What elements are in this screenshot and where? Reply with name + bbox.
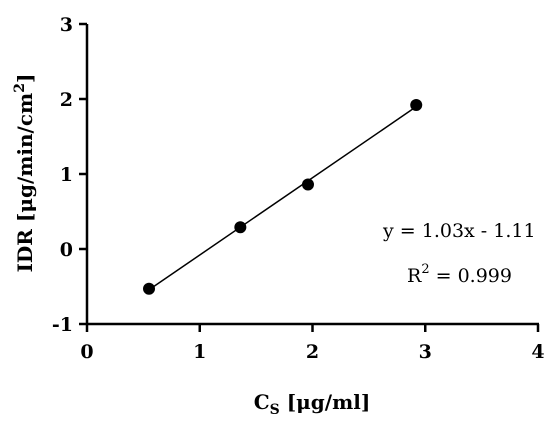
x-tick-label: 1 (193, 341, 206, 363)
y-tick-label: 0 (60, 239, 73, 261)
data-point (301, 178, 314, 191)
data-points (143, 99, 423, 295)
y-tick-label: 1 (60, 164, 73, 186)
y-tick-label: 2 (60, 89, 73, 111)
data-point (143, 282, 156, 295)
x-tick-label: 0 (80, 341, 93, 363)
regression-line (148, 106, 417, 291)
x-tick-label: 4 (531, 341, 544, 363)
x-axis-title: CS [μg/ml] (254, 390, 371, 418)
y-tick-label: -1 (52, 314, 73, 336)
r-squared: R2 = 0.999 (407, 262, 512, 287)
x-tick-label: 2 (306, 341, 319, 363)
data-point (410, 99, 423, 111)
y-tick-label: 3 (60, 14, 73, 36)
fit-equation: y = 1.03x - 1.11 (382, 220, 536, 242)
fit-line-layer (148, 106, 417, 291)
ticks: -1 0 1 2 3 0 1 2 3 4 (52, 14, 545, 363)
y-axis-title: IDR [μg/min/cm2] (12, 74, 37, 273)
data-point (234, 221, 247, 234)
x-tick-label: 3 (419, 341, 432, 363)
